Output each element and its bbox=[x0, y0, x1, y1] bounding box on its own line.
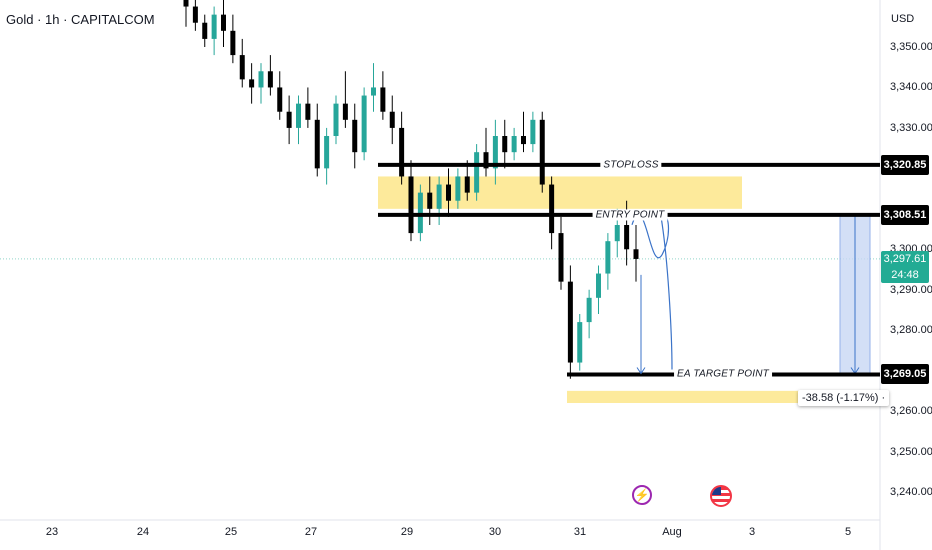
candle-body bbox=[446, 184, 451, 201]
candle-body bbox=[239, 55, 245, 80]
candle-body bbox=[305, 103, 311, 120]
candle-body bbox=[342, 103, 348, 120]
y-tick-label: 3,250.00 bbox=[890, 445, 932, 458]
candle-body bbox=[389, 111, 395, 128]
candle-body bbox=[314, 119, 320, 169]
candle-body bbox=[492, 136, 498, 169]
candle-body bbox=[530, 119, 536, 145]
candle-body bbox=[596, 273, 601, 298]
target-point-label: EA TARGET POINT bbox=[674, 368, 772, 380]
currency-label[interactable]: USD bbox=[891, 13, 915, 25]
current-price-tag: 3,297.61 24:48 bbox=[881, 250, 929, 283]
stoploss-label: STOPLOSS bbox=[600, 159, 662, 171]
y-tick-label: 3,330.00 bbox=[890, 121, 932, 134]
candle-body bbox=[371, 87, 376, 96]
candle-body bbox=[249, 79, 255, 88]
candle-body bbox=[258, 71, 264, 88]
candle-body bbox=[605, 241, 611, 274]
candle-body bbox=[483, 152, 489, 169]
x-tick-label: Aug bbox=[662, 526, 682, 538]
y-tick-label: 3,340.00 bbox=[890, 81, 932, 94]
target-zone bbox=[567, 390, 800, 403]
candle-body bbox=[324, 136, 330, 169]
candle-body bbox=[380, 87, 386, 112]
candle-body bbox=[427, 192, 433, 209]
us-flag-event-icon[interactable] bbox=[710, 485, 732, 507]
candle-body bbox=[286, 111, 292, 128]
candle-body bbox=[549, 184, 555, 234]
entry-point-label: ENTRY POINT bbox=[592, 209, 668, 221]
y-tick-label: 3,260.00 bbox=[890, 405, 932, 418]
x-tick-label: 24 bbox=[136, 526, 150, 538]
bar-countdown: 24:48 bbox=[891, 268, 919, 281]
y-tick-label: 3,280.00 bbox=[890, 324, 932, 337]
chart-title: Gold · 1h · CAPITALCOM bbox=[6, 12, 155, 27]
x-tick-label: 3 bbox=[748, 526, 756, 538]
x-tick-label: 23 bbox=[45, 526, 59, 538]
candle-body bbox=[577, 322, 583, 363]
y-tick-label: 3,240.00 bbox=[890, 486, 932, 498]
candle-body bbox=[464, 176, 470, 193]
candle-body bbox=[230, 30, 236, 56]
x-tick-label: 25 bbox=[224, 526, 238, 538]
entry-price-tag: 3,308.51 bbox=[881, 204, 929, 225]
candle-body bbox=[586, 297, 592, 323]
candle-body bbox=[408, 176, 414, 234]
candle-body bbox=[567, 281, 573, 363]
candle-body bbox=[539, 119, 545, 185]
x-tick-label: 31 bbox=[573, 526, 587, 538]
stoploss-price-tag: 3,320.85 bbox=[881, 154, 929, 175]
candle-body bbox=[192, 6, 198, 23]
candle-body bbox=[474, 152, 480, 193]
x-tick-label: 30 bbox=[488, 526, 502, 538]
candle-body bbox=[352, 119, 358, 153]
candle-body bbox=[211, 14, 217, 39]
candle-body bbox=[267, 71, 273, 88]
supply-zone bbox=[378, 176, 742, 209]
y-tick-label: 3,290.00 bbox=[890, 283, 932, 296]
candle-body bbox=[511, 136, 517, 153]
y-tick-label: 3,350.00 bbox=[890, 41, 932, 53]
candle-body bbox=[558, 233, 564, 282]
projection-arrow-head bbox=[636, 367, 646, 375]
candle-body bbox=[296, 103, 301, 128]
x-tick-label: 29 bbox=[400, 526, 414, 538]
candle-body bbox=[183, 0, 189, 7]
x-tick-label: 5 bbox=[844, 526, 852, 538]
candle-body bbox=[436, 184, 442, 209]
target-price-tag: 3,269.05 bbox=[881, 364, 929, 385]
candle-body bbox=[614, 225, 620, 242]
candle-body bbox=[399, 127, 405, 177]
flash-event-icon[interactable]: ⚡ bbox=[632, 485, 652, 505]
candle-body bbox=[633, 249, 639, 259]
candle-body bbox=[202, 22, 208, 39]
candle-body bbox=[277, 87, 283, 112]
candle-body bbox=[624, 225, 630, 250]
projection-curve bbox=[631, 209, 673, 370]
candle-body bbox=[502, 136, 508, 153]
candle-body bbox=[361, 95, 367, 153]
candle-body bbox=[333, 103, 339, 136]
candle-body bbox=[521, 136, 526, 145]
current-price-value: 3,297.61 bbox=[883, 252, 927, 265]
measure-label: -38.58 (-1.17%) · bbox=[798, 390, 890, 406]
candle-body bbox=[455, 176, 461, 201]
x-tick-label: 27 bbox=[304, 526, 318, 538]
candle-body bbox=[221, 14, 226, 31]
